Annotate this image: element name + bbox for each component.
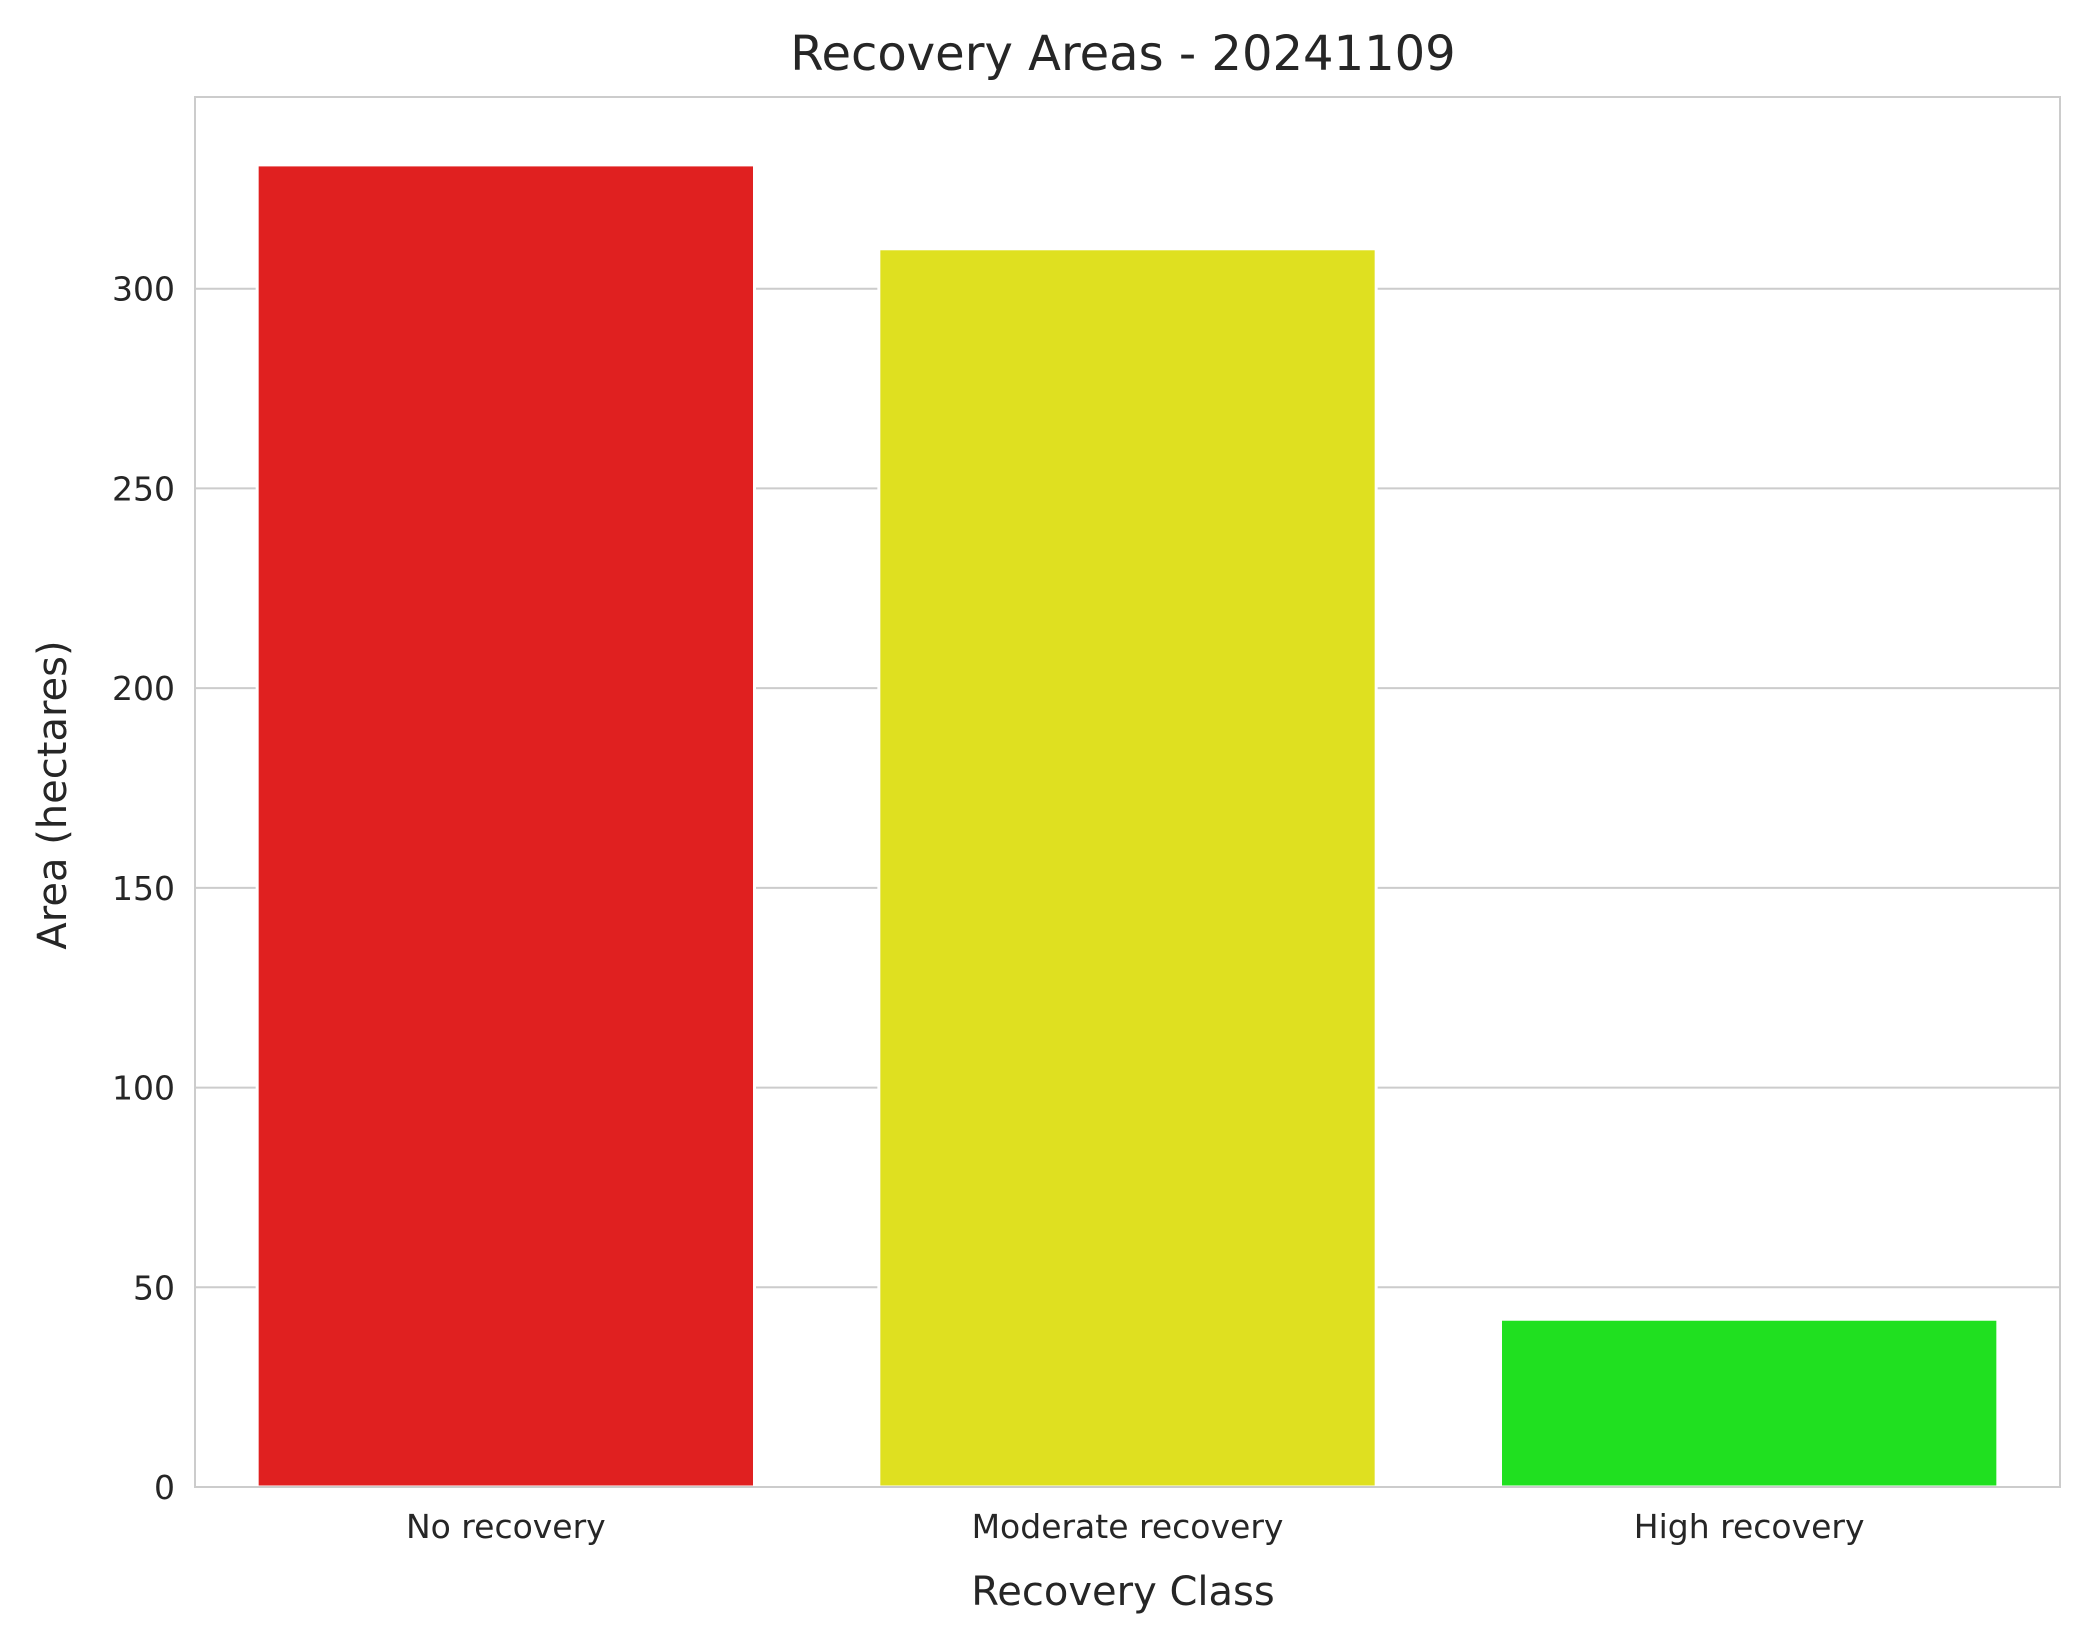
x-tick-label: High recovery	[1634, 1507, 1865, 1546]
y-tick-labels: 0 50 100 150 200 250 300	[112, 270, 175, 1507]
x-tick-label: No recovery	[406, 1507, 606, 1546]
y-tick-label: 0	[154, 1468, 175, 1507]
y-tick-label: 250	[112, 469, 175, 508]
bars	[255, 163, 2000, 1489]
chart-title: Recovery Areas - 20241109	[790, 26, 1455, 82]
y-tick-label: 100	[112, 1069, 175, 1108]
y-tick-label: 150	[112, 869, 175, 908]
x-tick-labels: No recovery Moderate recovery High recover…	[406, 1507, 1865, 1546]
y-tick-label: 300	[112, 270, 175, 309]
bar-high-recovery	[1499, 1317, 2000, 1489]
bar-moderate-recovery	[877, 247, 1378, 1489]
x-tick-label: Moderate recovery	[972, 1507, 1284, 1546]
y-tick-label: 200	[112, 669, 175, 708]
y-axis-label: Area (hectares)	[30, 640, 76, 949]
bar-no-recovery	[255, 163, 756, 1489]
plot-frame	[194, 96, 2061, 1488]
y-tick-label: 50	[133, 1268, 175, 1307]
x-axis-label: Recovery Class	[971, 1569, 1274, 1615]
